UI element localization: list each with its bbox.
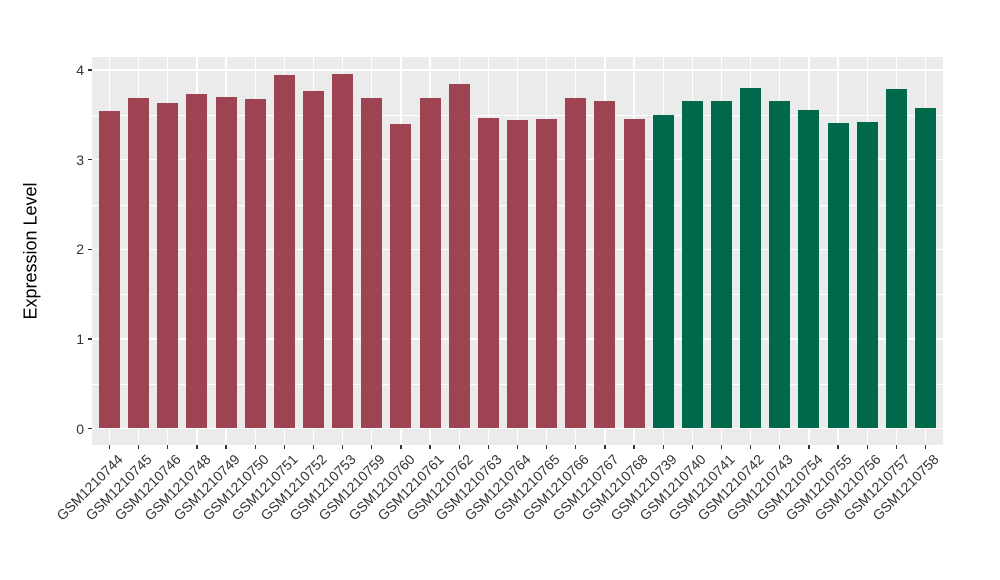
bar-GSM1210761 bbox=[419, 97, 441, 429]
bar-GSM1210754 bbox=[798, 109, 820, 429]
bar-GSM1210750 bbox=[244, 98, 266, 429]
x-tick bbox=[283, 445, 285, 449]
x-tick bbox=[837, 445, 839, 449]
y-tick-label: 3 bbox=[76, 151, 84, 168]
y-tick-label: 0 bbox=[76, 420, 84, 437]
bar-GSM1210744 bbox=[98, 111, 120, 429]
bar-GSM1210749 bbox=[215, 96, 237, 429]
bar-GSM1210748 bbox=[186, 94, 208, 429]
x-tick bbox=[458, 445, 460, 449]
bar-GSM1210743 bbox=[769, 101, 791, 429]
y-tick bbox=[88, 159, 92, 161]
x-tick bbox=[225, 445, 227, 449]
y-tick-label: 2 bbox=[76, 241, 84, 258]
bar-GSM1210760 bbox=[390, 123, 412, 429]
x-tick bbox=[720, 445, 723, 449]
x-tick bbox=[866, 445, 868, 449]
bar-GSM1210767 bbox=[594, 101, 616, 429]
x-tick bbox=[779, 445, 781, 449]
bar-GSM1210741 bbox=[711, 100, 732, 429]
bar-GSM1210740 bbox=[681, 101, 703, 429]
x-tick bbox=[633, 445, 635, 449]
x-tick bbox=[371, 445, 373, 449]
bar-GSM1210742 bbox=[740, 88, 762, 429]
bar-GSM1210756 bbox=[856, 122, 878, 429]
x-tick bbox=[341, 445, 344, 449]
plot-panel bbox=[92, 57, 943, 445]
bar-GSM1210762 bbox=[448, 84, 470, 429]
y-tick bbox=[88, 427, 92, 430]
bar-GSM1210768 bbox=[623, 119, 645, 429]
bar-GSM1210751 bbox=[273, 74, 295, 429]
bar-GSM1210758 bbox=[915, 107, 936, 429]
y-tick-label: 4 bbox=[76, 62, 84, 79]
x-tick bbox=[895, 445, 898, 449]
y-tick bbox=[88, 248, 92, 250]
bar-GSM1210739 bbox=[652, 114, 674, 429]
x-tick bbox=[516, 445, 519, 449]
x-tick bbox=[167, 445, 169, 449]
bar-GSM1210745 bbox=[128, 97, 150, 429]
bar-GSM1210752 bbox=[303, 90, 324, 429]
x-tick bbox=[108, 445, 111, 449]
x-tick bbox=[137, 445, 140, 449]
bar-GSM1210753 bbox=[332, 73, 354, 429]
x-tick bbox=[575, 445, 577, 449]
x-tick bbox=[808, 445, 810, 449]
x-tick bbox=[662, 445, 664, 449]
x-tick bbox=[254, 445, 256, 449]
x-tick bbox=[545, 445, 548, 449]
x-tick bbox=[312, 445, 315, 449]
bar-GSM1210763 bbox=[477, 117, 499, 429]
x-tick bbox=[924, 445, 927, 449]
y-axis-title: Expression Level bbox=[20, 182, 41, 320]
y-tick bbox=[88, 338, 92, 340]
bar-GSM1210764 bbox=[507, 120, 528, 429]
y-tick-label: 1 bbox=[76, 330, 84, 347]
x-tick bbox=[196, 445, 198, 449]
x-tick bbox=[400, 445, 402, 449]
x-tick bbox=[487, 445, 489, 449]
bar-GSM1210755 bbox=[827, 122, 849, 429]
bar-GSM1210746 bbox=[157, 103, 179, 429]
bar-GSM1210757 bbox=[885, 88, 907, 429]
bar-GSM1210759 bbox=[361, 97, 383, 429]
bar-GSM1210766 bbox=[565, 97, 587, 429]
bar-GSM1210765 bbox=[536, 119, 558, 429]
x-tick bbox=[750, 445, 752, 449]
x-tick bbox=[604, 445, 606, 449]
x-tick bbox=[691, 445, 693, 449]
y-tick bbox=[88, 69, 92, 71]
x-tick bbox=[429, 445, 431, 449]
